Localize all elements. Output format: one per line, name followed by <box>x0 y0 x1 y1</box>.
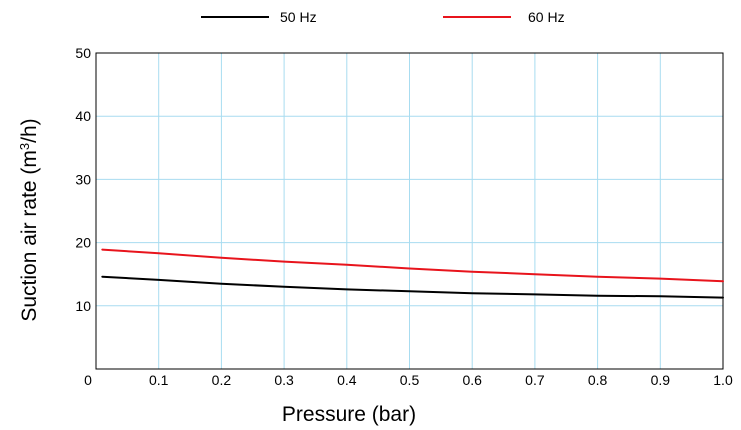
y-axis-title-superscript: 3 <box>17 143 32 150</box>
plot-area-frame <box>95 52 724 370</box>
y-axis-title-main: Suction air rate (m <box>18 150 41 322</box>
x-tick-label: 0.9 <box>651 372 671 388</box>
x-tick-label: 0.3 <box>274 372 294 388</box>
y-axis-title: Suction air rate (m3/h) <box>17 118 42 321</box>
legend-label-50-hz: 50 Hz <box>280 9 317 25</box>
x-tick-label: 0.8 <box>588 372 608 388</box>
y-tick-label: 10 <box>75 298 91 314</box>
grid-lines <box>96 53 723 369</box>
x-tick-label: 0.5 <box>400 372 420 388</box>
series-line-60-hz <box>101 248 724 283</box>
y-tick-label: 30 <box>75 171 91 187</box>
x-tick-label: 1.0 <box>713 372 733 388</box>
x-axis-title: Pressure (bar) <box>282 403 416 426</box>
x-tick-labels: 0 0.1 0.2 0.3 0.4 0.5 0.6 0.7 0.8 0.9 1.0 <box>84 372 733 388</box>
y-tick-labels: 10 20 30 40 50 <box>75 45 91 314</box>
x-tick-label: 0.1 <box>149 372 169 388</box>
y-tick-label: 50 <box>75 45 91 61</box>
x-tick-label: 0.2 <box>212 372 232 388</box>
series-lines <box>101 248 724 299</box>
series-line-50-hz <box>101 275 724 299</box>
y-tick-label: 20 <box>75 235 91 251</box>
x-tick-label: 0.6 <box>462 372 482 388</box>
y-axis-title-unit: /h) <box>18 118 41 143</box>
x-tick-label: 0.4 <box>337 372 357 388</box>
y-tick-label: 40 <box>75 108 91 124</box>
x-tick-label: 0.7 <box>525 372 545 388</box>
legend: 50 Hz 60 Hz <box>201 9 565 25</box>
legend-label-60-hz: 60 Hz <box>528 9 565 25</box>
x-tick-label: 0 <box>84 372 92 388</box>
